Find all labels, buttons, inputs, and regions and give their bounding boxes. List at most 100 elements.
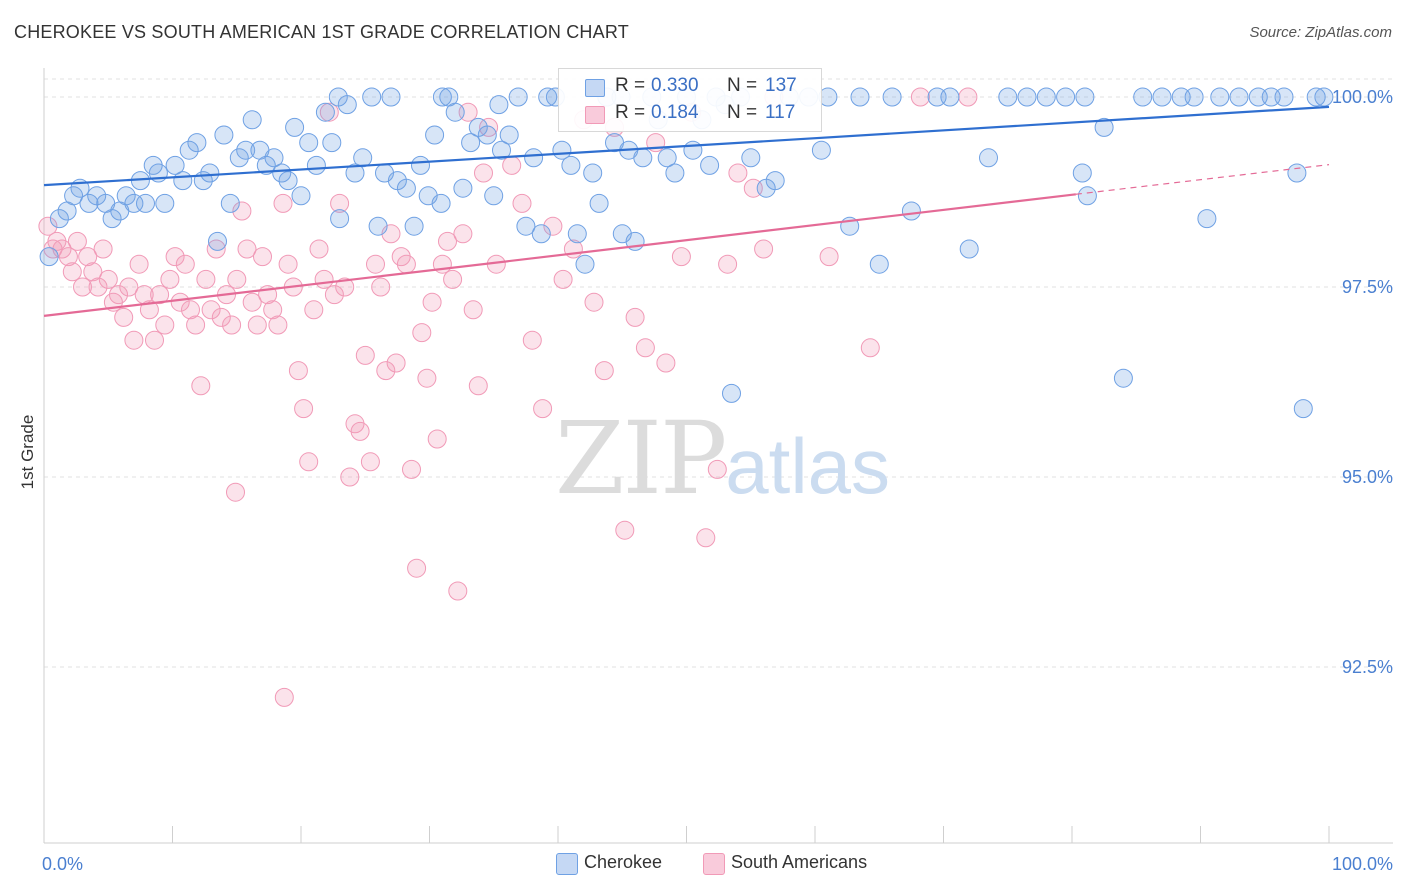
cherokee-point (1113, 368, 1133, 388)
x-tick-label: 0.0% (42, 854, 83, 874)
south-americans-point (160, 269, 180, 289)
cherokee-point (589, 193, 609, 213)
cherokee-point (940, 87, 960, 107)
south-americans-point (83, 262, 103, 282)
south-americans-point (422, 292, 442, 312)
cherokee-point (683, 140, 703, 160)
south-americans-point (330, 193, 350, 213)
correlation-stats-box: R = 0.330 N = 137 R = 0.184 N = 117 (558, 68, 822, 132)
south-americans-point (386, 353, 406, 373)
legend-cherokee[interactable]: Cherokee (556, 852, 686, 876)
x-tick-label: 100.0% (1332, 854, 1393, 874)
cherokee-point (330, 209, 350, 229)
trend-lines (43, 105, 1330, 317)
south-americans-trend-extension (1075, 164, 1330, 195)
cherokee-point (404, 216, 424, 236)
cherokee-point (1072, 163, 1092, 183)
cherokee-point (484, 186, 504, 206)
cherokee-point (381, 87, 401, 107)
cherokee-point (516, 216, 536, 236)
south-americans-point (247, 315, 267, 335)
cherokee-point (811, 140, 831, 160)
y-tick-label: 97.5% (1342, 277, 1393, 297)
legend-cherokee-swatch (556, 853, 578, 875)
legend-south-americans[interactable]: South Americans (703, 852, 903, 876)
south-americans-point (232, 201, 252, 221)
south-americans-point (58, 247, 78, 267)
south-americans-point (139, 300, 159, 320)
cherokee-point (431, 193, 451, 213)
south-americans-point (181, 300, 200, 320)
cherokee-point (765, 171, 785, 191)
cherokee-point (1306, 87, 1326, 107)
watermark: ZIPatlas (555, 400, 890, 517)
cherokee-point (1248, 87, 1268, 107)
south-americans-point (201, 300, 221, 320)
south-americans-point (155, 315, 175, 335)
axes (43, 68, 1393, 844)
south-americans-point (340, 467, 360, 487)
cherokee-point (155, 193, 175, 213)
south-americans-point (463, 300, 483, 320)
cherokee-point (256, 155, 276, 175)
south-americans-point (707, 459, 727, 479)
cherokee-point (531, 224, 551, 244)
cherokee-point (665, 163, 685, 183)
south-americans-point (407, 558, 427, 578)
south-americans-n-value: 117 (765, 102, 796, 123)
south-americans-point (114, 307, 134, 327)
x-ticks (43, 826, 1330, 843)
source-label: Source: ZipAtlas.com (1249, 24, 1392, 41)
cherokee-point (1171, 87, 1191, 107)
cherokee-point (869, 254, 889, 274)
south-americans-point (253, 247, 272, 267)
cherokee-point (1094, 117, 1114, 137)
watermark-zip: ZIP (555, 400, 727, 517)
cherokee-point (345, 163, 365, 183)
cherokee-point (583, 163, 603, 183)
cherokee-point (575, 254, 595, 274)
south-americans-point (324, 285, 344, 305)
cherokee-point (508, 87, 528, 107)
cherokee-point (272, 163, 292, 183)
south-americans-point (288, 361, 308, 381)
south-americans-point (376, 361, 396, 381)
cherokee-n-value: 137 (765, 75, 797, 96)
y-tick-label: 95.0% (1342, 467, 1393, 487)
south-americans-point (754, 239, 774, 259)
south-americans-point (62, 262, 82, 282)
cherokee-point (722, 383, 741, 403)
south-americans-point (268, 315, 288, 335)
cherokee-point (1229, 87, 1249, 107)
cherokee-point (264, 148, 284, 168)
cherokee-point (322, 133, 342, 153)
cherokee-point (1197, 209, 1217, 229)
south-americans-point (366, 254, 385, 274)
cherokee-point (229, 148, 249, 168)
south-americans-point (263, 300, 283, 320)
south-americans-point (124, 330, 144, 350)
south-americans-point (191, 376, 211, 396)
cherokee-point (499, 125, 519, 145)
south-americans-point (211, 307, 231, 327)
cherokee-point (39, 247, 59, 267)
south-americans-point (696, 528, 716, 548)
south-americans-point (412, 323, 432, 343)
south-americans-r-label: R = (615, 102, 646, 123)
south-americans-point (145, 330, 164, 350)
south-americans-point (237, 239, 257, 259)
cherokee-point (1017, 87, 1037, 107)
south-americans-point (625, 307, 645, 327)
cherokee-point (368, 216, 388, 236)
cherokee-point (1036, 87, 1056, 107)
cherokee-stats-row: R = 0.330 N = 137 (559, 75, 821, 101)
cherokee-point (453, 178, 473, 198)
south-americans-point (67, 231, 87, 251)
cherokee-point (445, 102, 465, 122)
south-americans-point (309, 239, 329, 259)
cherokee-r-value: 0.330 (651, 75, 699, 96)
legend-south-americans-label: South Americans (731, 852, 868, 872)
south-americans-point (119, 277, 139, 297)
south-americans-point (656, 353, 676, 373)
